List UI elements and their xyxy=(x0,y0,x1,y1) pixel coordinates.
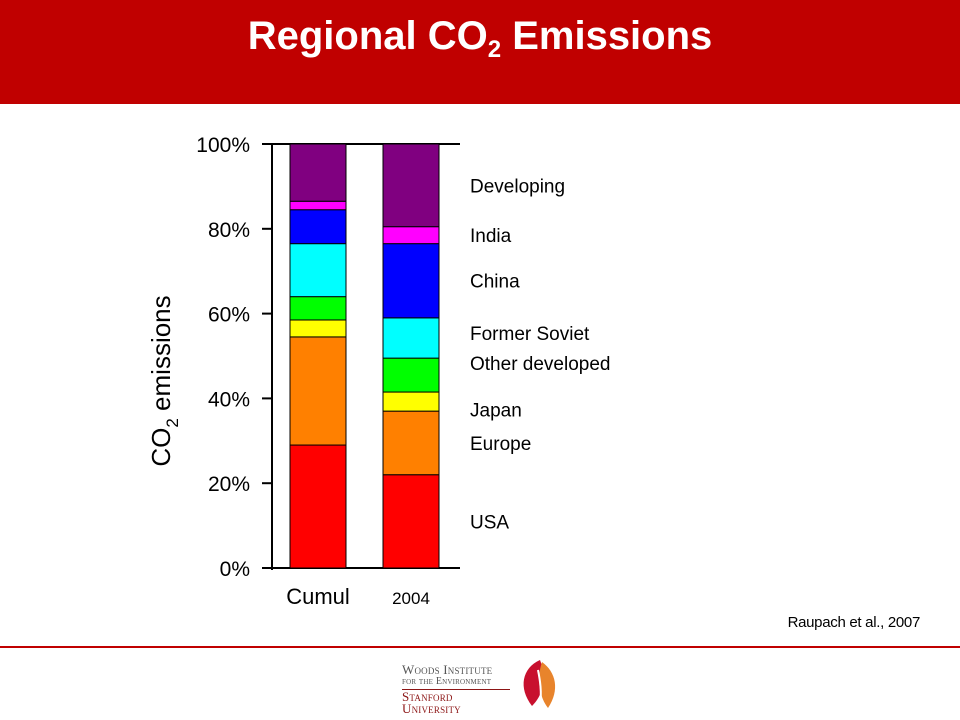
y-tick-label: 20% xyxy=(208,473,250,496)
title-bar xyxy=(0,0,960,104)
logo-rule xyxy=(402,689,510,690)
y-axis-label: CO2 emissions xyxy=(146,295,182,466)
bar-segment xyxy=(382,226,440,245)
bar-segment xyxy=(289,200,347,211)
y-tick-label: 40% xyxy=(208,388,250,411)
bar-segment xyxy=(289,296,347,321)
bar-segment xyxy=(382,143,440,228)
footer-divider xyxy=(0,646,960,648)
series-label: Europe xyxy=(470,434,531,455)
bar-segment xyxy=(289,143,347,202)
bar-segment xyxy=(289,336,347,446)
y-tick-label: 0% xyxy=(220,558,250,581)
institute-logo-text: Woods Institute for the Environment Stan… xyxy=(402,662,512,716)
y-tick-label: 100% xyxy=(196,134,250,157)
series-label: China xyxy=(470,272,520,293)
series-label: Japan xyxy=(470,401,522,422)
bar-segment xyxy=(289,243,347,298)
bar-segment xyxy=(382,243,440,319)
bar-segment xyxy=(289,209,347,245)
y-tick-label: 80% xyxy=(208,219,250,242)
x-tick-label: 2004 xyxy=(392,589,430,608)
series-label: USA xyxy=(470,512,509,533)
series-label: Developing xyxy=(470,176,565,197)
bar-segment xyxy=(382,317,440,359)
bar-segment xyxy=(382,357,440,393)
y-tick-label: 60% xyxy=(208,304,250,327)
bar-segment xyxy=(382,410,440,476)
citation: Raupach et al., 2007 xyxy=(787,614,921,631)
bar-segment xyxy=(289,319,347,338)
series-label: Other developed xyxy=(470,354,611,375)
bar-segment xyxy=(382,391,440,412)
bar-segment xyxy=(382,474,440,569)
slide-title: Regional CO2 Emissions xyxy=(247,14,713,63)
series-label: Former Soviet xyxy=(470,324,590,345)
bar-segment xyxy=(289,444,347,569)
x-tick-label: Cumul xyxy=(286,584,350,609)
logo-line-1: Woods Institute xyxy=(402,662,493,677)
logo-line-2: for the Environment xyxy=(402,676,492,687)
series-label: India xyxy=(470,226,512,247)
leaf-logo-icon xyxy=(523,660,556,708)
logo-line-3: Stanford University xyxy=(402,689,461,716)
